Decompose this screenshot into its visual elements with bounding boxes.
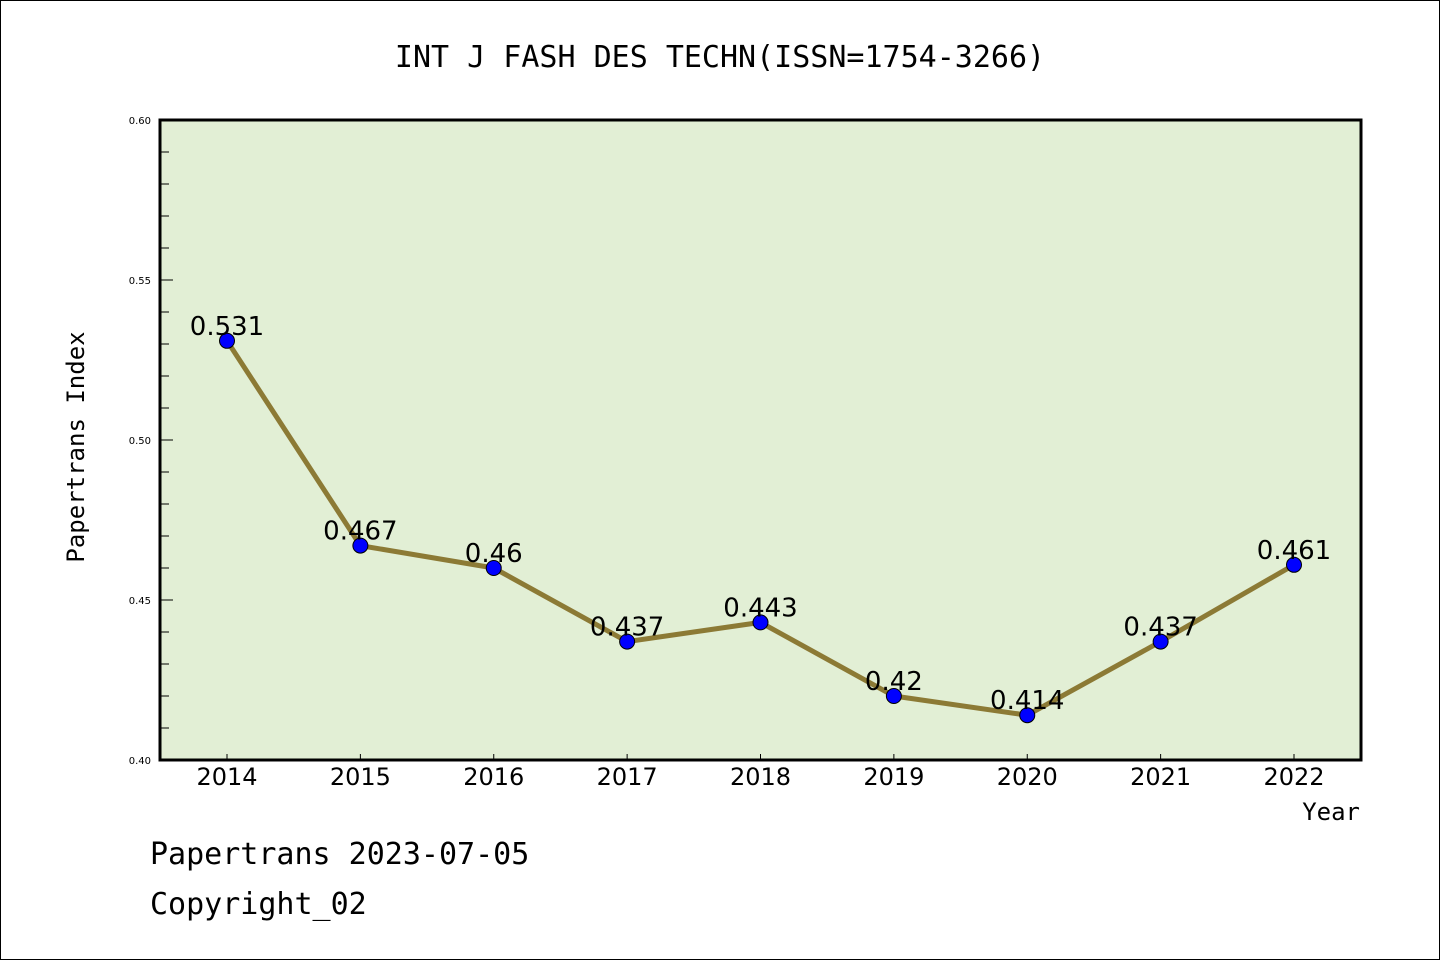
- series-line-segment: [1024, 639, 1164, 718]
- y-tick-label: 0.50: [129, 436, 151, 447]
- x-tick-label: 2017: [597, 763, 658, 791]
- data-label: 0.437: [590, 613, 664, 643]
- data-point-marker: [619, 633, 636, 650]
- x-axis-ticks: 2014 2015 2016 2017 2018 2019 2020 2021 2022: [196, 754, 1325, 791]
- data-point-marker: [1286, 556, 1302, 573]
- y-tick-label: 0.55: [129, 276, 151, 287]
- x-tick-label: 2016: [463, 763, 524, 791]
- x-tick-label: 2020: [997, 763, 1058, 791]
- x-tick-label: 2015: [330, 763, 391, 791]
- series-line-segment: [357, 543, 497, 571]
- footer-copyright: Copyright_02: [150, 887, 367, 922]
- data-labels-group: 0.531 0.467 0.46 0.437 0.443 0.42 0.414 0.437 0.…: [190, 312, 1331, 716]
- plot-area: [160, 120, 1361, 760]
- data-label: 0.46: [465, 539, 523, 569]
- series-line-segment: [1158, 562, 1297, 645]
- footer-date: Papertrans 2023-07-05: [150, 837, 529, 872]
- data-label: 0.467: [323, 517, 397, 547]
- data-point-marker: [352, 537, 369, 554]
- x-axis-label: Year: [1302, 798, 1360, 826]
- data-point-marker: [1019, 707, 1036, 724]
- y-tick-label: 0.60: [129, 116, 151, 127]
- data-label: 0.42: [865, 667, 923, 697]
- data-point-marker: [485, 560, 502, 576]
- y-tick-label: 0.45: [129, 596, 151, 607]
- series-line-segment: [758, 619, 897, 699]
- data-point-marker: [219, 332, 235, 349]
- x-tick-label: 2018: [730, 763, 791, 791]
- x-tick-label: 2019: [863, 763, 924, 791]
- data-point-marker: [1152, 633, 1169, 650]
- data-label: 0.443: [723, 593, 797, 623]
- series-line-segment: [224, 338, 363, 549]
- x-tick-label: 2022: [1263, 763, 1324, 791]
- data-point-marker: [752, 614, 769, 631]
- data-label: 0.531: [190, 312, 264, 342]
- data-label: 0.437: [1123, 613, 1197, 643]
- x-tick-label: 2021: [1130, 763, 1191, 791]
- x-tick-label: 2014: [196, 763, 257, 791]
- data-point-marker: [885, 688, 902, 704]
- series-line-segment: [491, 565, 630, 645]
- chart-title: INT J FASH DES TECHN(ISSN=1754-3266): [395, 40, 1045, 75]
- series-markers-group: [219, 332, 1302, 724]
- y-tick-label: 0.40: [129, 756, 151, 767]
- data-label: 0.461: [1257, 536, 1331, 566]
- series-line-segment: [624, 619, 763, 645]
- y-axis-label: Papertrans Index: [62, 331, 90, 562]
- series-line-segment: [891, 693, 1030, 718]
- plot-border: [158, 118, 1363, 762]
- data-label: 0.414: [990, 686, 1064, 716]
- series-line-group: [224, 338, 1297, 718]
